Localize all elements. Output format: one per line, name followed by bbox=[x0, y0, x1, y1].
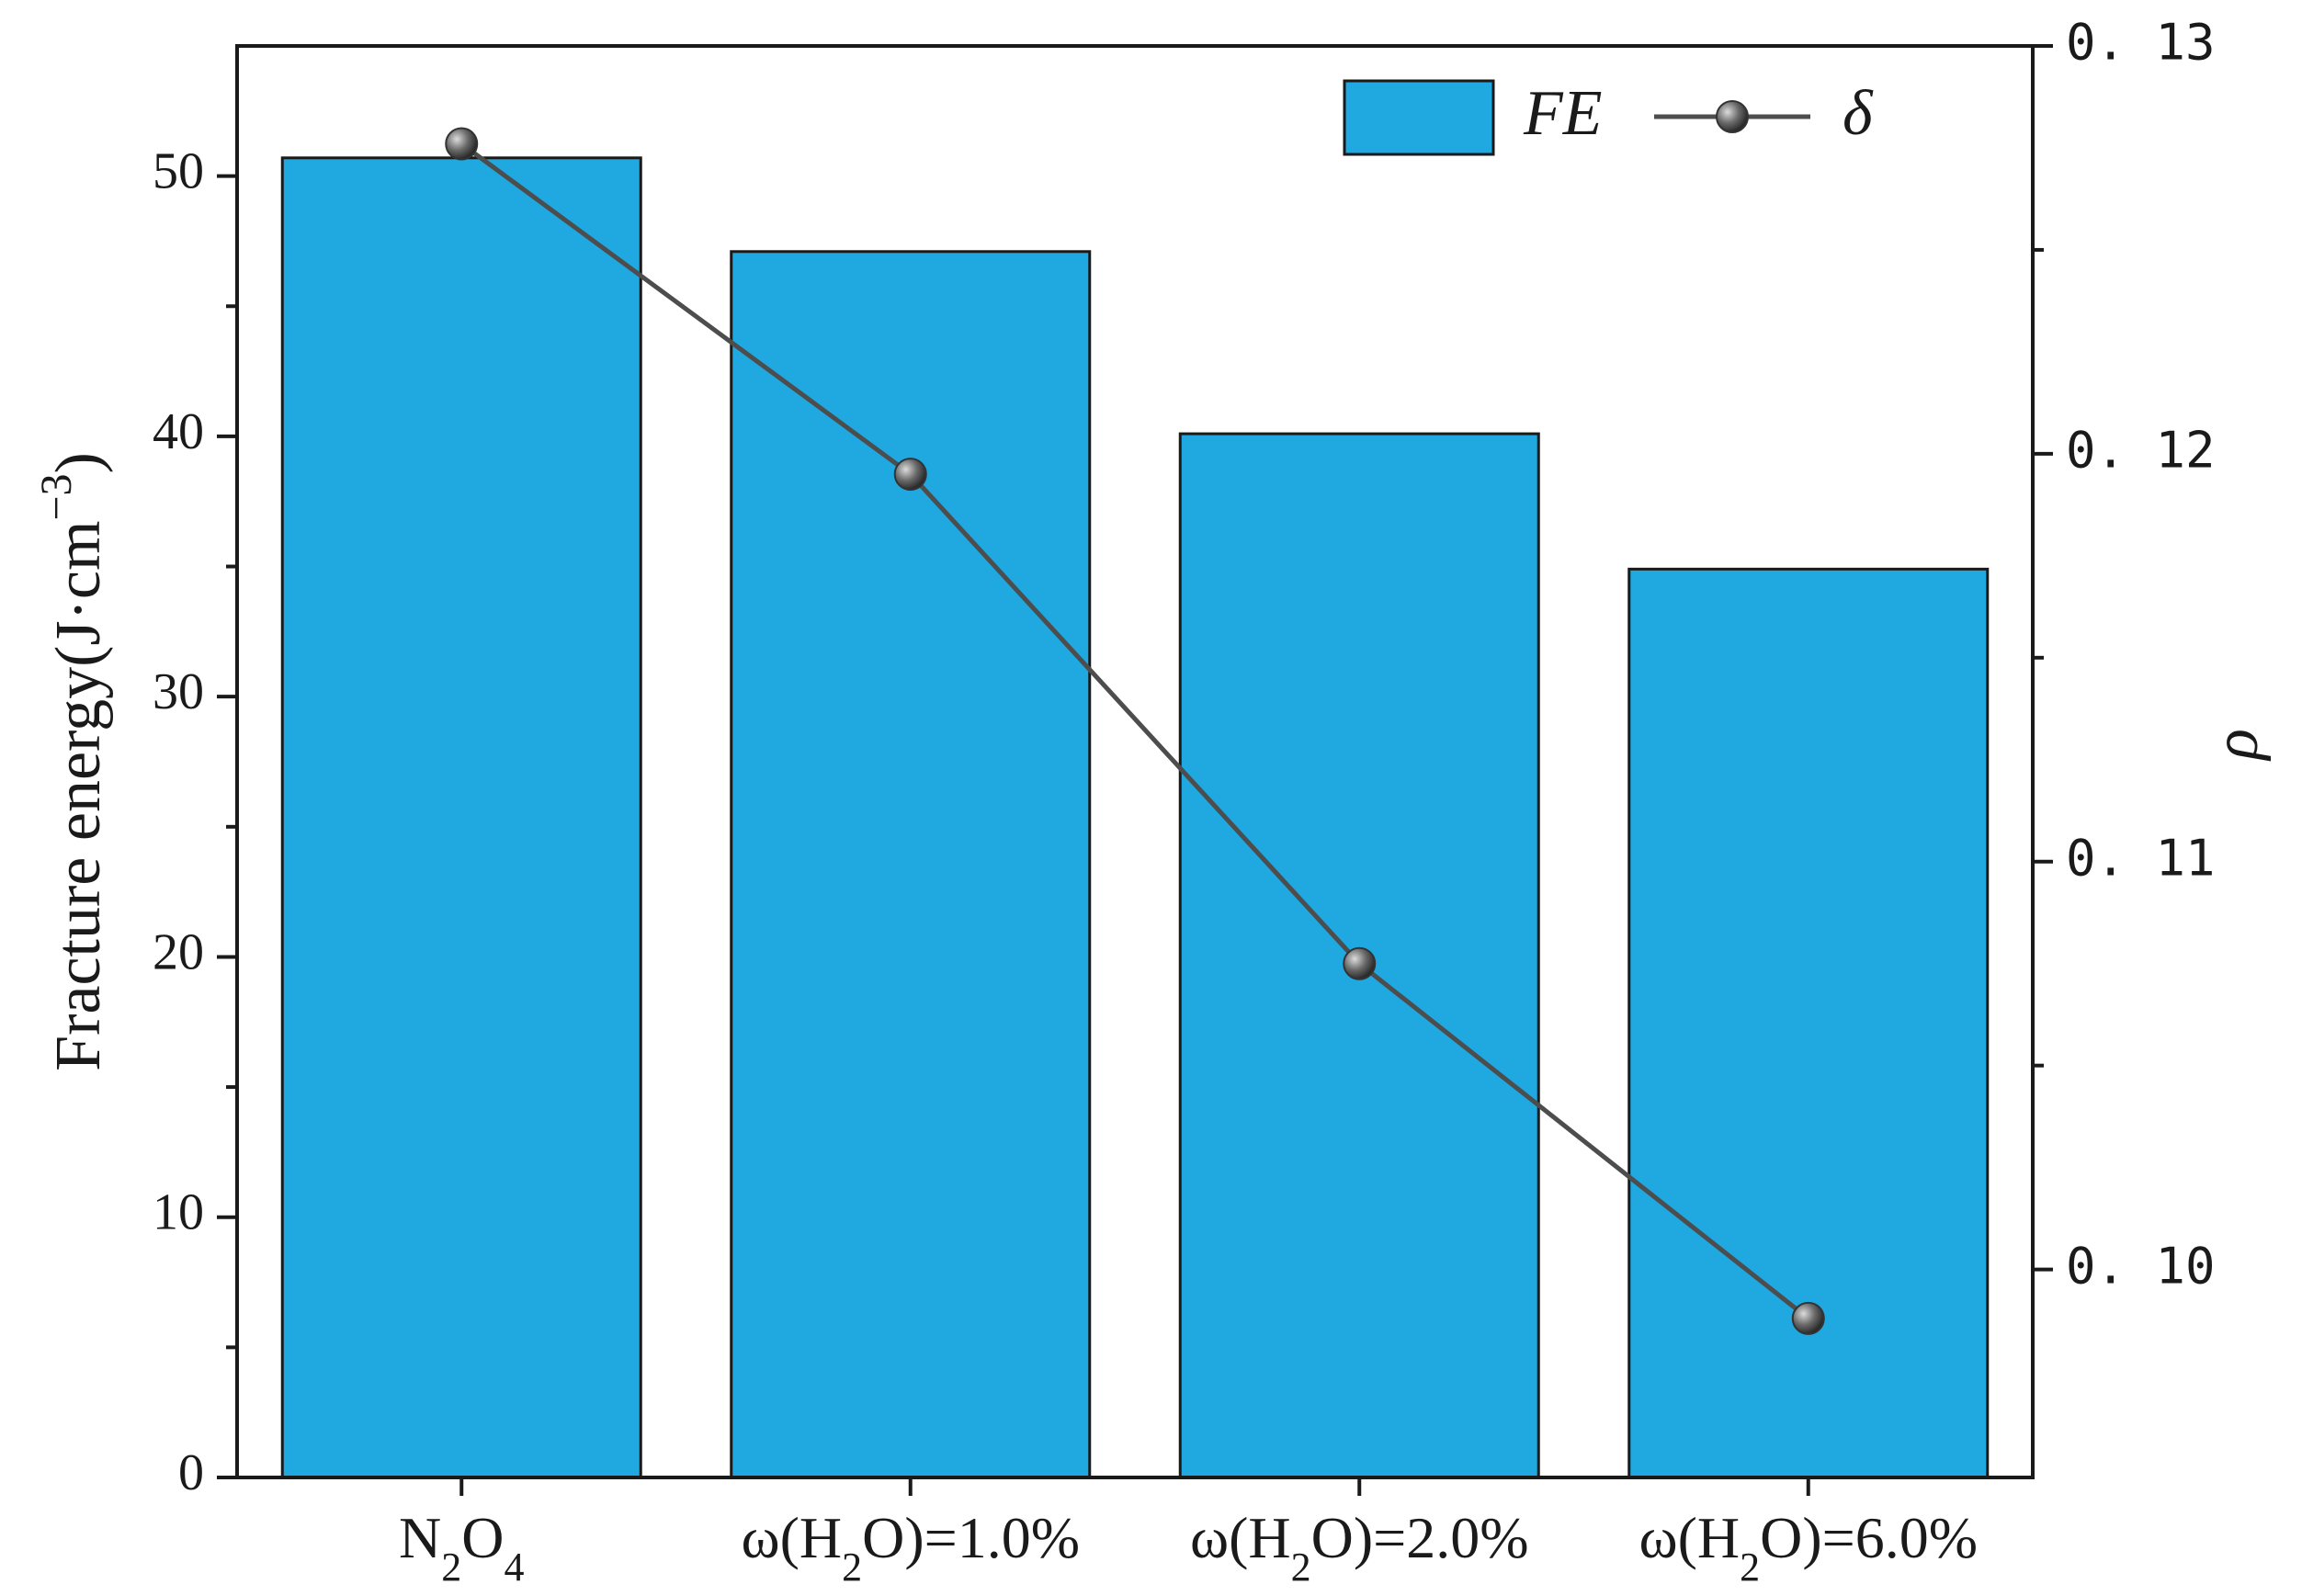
y-left-tick-label: 40 bbox=[153, 403, 204, 460]
y-right-tick-label: 0. 12 bbox=[2066, 422, 2216, 480]
category-label-base: N bbox=[399, 1505, 441, 1570]
category-label-mid: O)=6.0% bbox=[1760, 1505, 1978, 1570]
y-left-tick-label: 30 bbox=[153, 663, 204, 720]
category-label-2: ω(H2O)=1.0% bbox=[741, 1505, 1080, 1590]
y-left-axis-title-main: Fracture energy(J·cm bbox=[43, 521, 114, 1071]
y-left-axis-title-close: ) bbox=[43, 452, 114, 473]
bar-2 bbox=[730, 250, 1092, 1479]
category-label-sub2: 4 bbox=[504, 1545, 524, 1590]
y-right-tick-label: 0. 10 bbox=[2066, 1237, 2216, 1295]
category-label-base: ω(H bbox=[741, 1505, 842, 1570]
delta-point-3 bbox=[1343, 946, 1377, 980]
category-label-mid: O)=2.0% bbox=[1311, 1505, 1529, 1570]
category-label-1: N2O4 bbox=[399, 1505, 524, 1590]
category-label-sub1: 2 bbox=[441, 1545, 461, 1590]
bars-layer bbox=[280, 156, 1990, 1479]
bar-1 bbox=[280, 156, 642, 1479]
y-left-tick-label: 20 bbox=[153, 923, 204, 980]
category-label-sub1: 2 bbox=[1740, 1545, 1760, 1590]
plot-frame bbox=[235, 44, 2035, 1479]
delta-point-1 bbox=[445, 127, 479, 161]
y-left-axis-title-sup: −3 bbox=[32, 473, 81, 520]
legend-fe-swatch bbox=[1343, 79, 1495, 156]
y-right-axis-title: ρ bbox=[2201, 729, 2272, 762]
category-label-4: ω(H2O)=6.0% bbox=[1639, 1505, 1978, 1590]
delta-series-line bbox=[459, 141, 1810, 1320]
legend: FE δ bbox=[1343, 78, 1874, 156]
y-right-tick-label: 0. 11 bbox=[2066, 829, 2216, 887]
category-label-base: ω(H bbox=[1190, 1505, 1291, 1570]
bar-4 bbox=[1627, 567, 1990, 1479]
y-left-axis-title: Fracture energy(J·cm−3) bbox=[32, 452, 115, 1071]
category-label-mid: O)=1.0% bbox=[862, 1505, 1080, 1570]
legend-fe-label: FE bbox=[1523, 78, 1603, 149]
category-label-3: ω(H2O)=2.0% bbox=[1190, 1505, 1529, 1590]
y-left-tick-label: 50 bbox=[153, 142, 204, 199]
category-label-base: ω(H bbox=[1639, 1505, 1740, 1570]
category-label-sub1: 2 bbox=[1291, 1545, 1311, 1590]
legend-delta-label: δ bbox=[1843, 78, 1874, 149]
y-left-tick-label: 0 bbox=[178, 1444, 204, 1501]
axes-layer bbox=[235, 44, 2035, 1479]
y-right-tick-label: 0. 13 bbox=[2066, 14, 2216, 72]
category-label-mid: O bbox=[461, 1505, 504, 1570]
y-left-tick-label: 10 bbox=[153, 1184, 204, 1241]
category-label-sub1: 2 bbox=[842, 1545, 862, 1590]
legend-delta-marker bbox=[1716, 100, 1749, 133]
labels-layer: Fracture energy(J·cm−3) ρ bbox=[32, 452, 2273, 1071]
line-layer bbox=[445, 127, 1825, 1335]
delta-point-2 bbox=[893, 458, 927, 492]
delta-point-4 bbox=[1791, 1301, 1825, 1335]
